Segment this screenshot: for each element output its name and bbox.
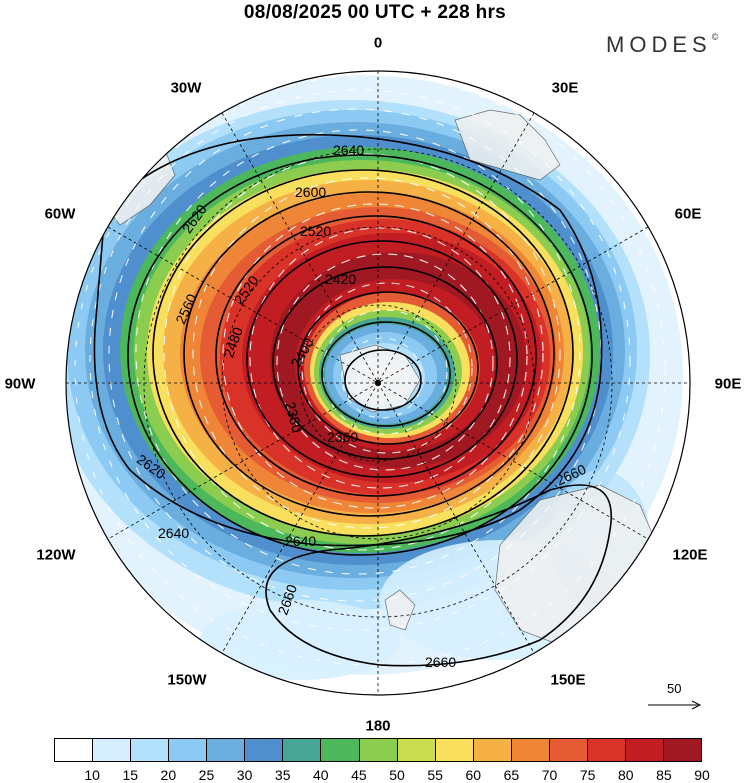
colorbar-tick-label: 40 [313,767,329,783]
colorbar-cell [283,739,322,761]
contour-2480 [246,240,518,478]
colorbar-cell [321,739,360,761]
contour-2420 [272,266,498,460]
colorbar-cell [169,739,208,761]
colorbar-tick-label: 35 [274,767,291,783]
vector-scale-legend: 50 [648,681,702,710]
wind-vectors [74,74,666,666]
contour-label: 2520 [300,223,331,239]
brand-name: MODES [606,32,712,57]
lon-label-180: 180 [365,717,391,735]
contour-2660 [265,484,612,667]
colorbar-tick-label: 25 [198,767,215,783]
lon-label-30w: 30W [170,79,202,97]
contour-2520 [215,215,537,497]
contour-label: 2640 [285,533,316,549]
lon-label-120w: 120W [36,546,76,564]
colorbar-cell [549,739,588,761]
colorbar-cell [359,739,398,761]
colorbar-cell [473,739,512,761]
colorbar-tick-label: 10 [84,767,100,783]
colorbar-cell [131,739,170,761]
colorbar-tick-label: 55 [427,767,443,783]
lon-label-90w: 90W [4,375,36,393]
contour-2360 [344,349,422,411]
contour-2620 [127,154,593,556]
colorbar-tick-label: 50 [389,767,405,783]
colorbar-tick-label: 45 [351,767,367,783]
wind-speed-shading [66,75,683,680]
contour-2600 [152,169,574,537]
lon-label-0: 0 [373,34,383,52]
colorbar-tick-label: 85 [656,767,672,783]
contour-label: 2380 [282,400,306,434]
contour-label: 2640 [158,525,189,541]
contour-label: 2640 [333,142,364,158]
colorbar-cell [587,739,626,761]
colorbar-cell [55,739,94,761]
contour-2380 [321,321,451,427]
colorbar-cell [207,739,246,761]
brand-mark: © [711,32,719,42]
colorbar-tick-label: 60 [465,767,482,783]
lon-label-30e: 30E [551,79,579,97]
pole-marker [375,380,381,386]
colorbar-cell [93,739,132,761]
contour-2560 [183,191,555,517]
lon-label-120e: 120E [672,546,708,564]
colorbar-tick-label: 70 [541,767,558,783]
map-boundary [65,70,691,696]
lon-label-150e: 150E [550,671,586,689]
brand-logo: MODES© [606,32,718,58]
vector-scale-arrowhead [691,700,702,710]
colorbar-tick-label: 75 [579,767,596,783]
contour-label: 2360 [327,429,358,445]
colorbar [54,738,702,762]
vector-scale-label: 50 [667,681,681,696]
colorbar-cell [511,739,550,761]
island-new-zealand [384,589,416,631]
contour-label: 2600 [295,184,326,200]
lon-label-150w: 150W [167,671,207,689]
colorbar-cell [435,739,474,761]
colorbar-cell [397,739,436,761]
continent-africa-tip [454,109,561,181]
colorbar-tick-label: 90 [694,767,710,783]
contour-2400 [297,291,479,445]
colorbar-cell [625,739,664,761]
colorbar-cell [664,739,702,761]
colorbar-cell [245,739,284,761]
lon-label-60e: 60E [674,205,702,223]
lon-label-60w: 60W [44,205,76,223]
colorbar-tick-label: 20 [160,767,177,783]
colorbar-tick-label: 30 [236,767,253,783]
contour-label: 2660 [425,654,456,670]
colorbar-tick-label: 80 [617,767,634,783]
geopotential-contours [93,133,612,667]
map-title: 08/08/2025 00 UTC + 228 hrs [243,2,507,23]
contour-label: 2420 [325,271,356,287]
contour-2640 [93,133,603,547]
lon-label-90e: 90E [714,375,742,393]
colorbar-tick-label: 65 [503,767,520,783]
colorbar-tick-label: 15 [122,767,139,783]
